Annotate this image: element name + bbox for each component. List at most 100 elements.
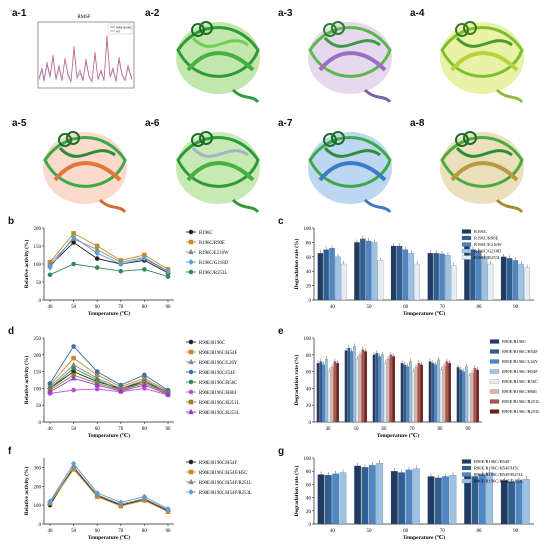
bar bbox=[365, 240, 372, 301]
panel-label-a1: a-1 bbox=[12, 8, 27, 19]
y-tick-label: 0 bbox=[39, 421, 42, 426]
legend-label: R90E/R196C/L26Y bbox=[502, 359, 539, 364]
data-point bbox=[94, 369, 100, 374]
data-point bbox=[188, 469, 194, 475]
bar bbox=[389, 354, 393, 423]
bar bbox=[473, 368, 477, 423]
series-line bbox=[49, 377, 169, 395]
legend-label: R196C/G218D bbox=[199, 261, 229, 266]
legend-label: R196C/E216W bbox=[199, 251, 229, 256]
legend-label: R90E/R196C/H54F/H5C bbox=[474, 466, 520, 471]
bar bbox=[383, 363, 387, 423]
legend-swatch bbox=[461, 242, 472, 247]
panel-label-e: e bbox=[278, 326, 284, 337]
legend-label: R196C bbox=[199, 231, 213, 236]
bar-chart-e: 0 20 40 60 80 100 Temperature (℃) Degradation r… bbox=[293, 337, 540, 439]
data-point bbox=[71, 261, 76, 267]
bar bbox=[445, 361, 449, 423]
bar bbox=[470, 249, 476, 301]
bar bbox=[372, 354, 376, 423]
x-tick-label: 70 bbox=[118, 305, 124, 310]
x-tick-label: 50 bbox=[354, 427, 360, 432]
legend-swatch bbox=[489, 409, 500, 414]
data-point bbox=[70, 375, 77, 381]
y-tick-label: 200 bbox=[34, 227, 42, 232]
y-tick-label: 100 bbox=[34, 504, 42, 509]
legend-swatch bbox=[461, 235, 472, 241]
y-tick-label: 0 bbox=[309, 421, 312, 426]
bar bbox=[442, 476, 450, 525]
legend-label: R90E/R196C/R253L bbox=[199, 411, 240, 416]
bar bbox=[400, 363, 404, 423]
legend-label: R90E/R196C/L26Y bbox=[199, 361, 238, 366]
y-tick-label: 0 bbox=[309, 299, 312, 304]
data-point bbox=[188, 259, 194, 265]
data-point bbox=[118, 268, 124, 274]
series-line bbox=[49, 241, 169, 274]
x-tick-label: 50 bbox=[367, 305, 373, 310]
bar bbox=[402, 249, 409, 301]
y-tick-label: 300 bbox=[34, 466, 42, 471]
y-tick-label: 40 bbox=[306, 387, 312, 392]
bar bbox=[417, 363, 421, 423]
data-point bbox=[165, 274, 171, 279]
y-axis-label: Relative activity (%) bbox=[23, 240, 30, 289]
bar bbox=[500, 480, 508, 525]
x-tick-label: 70 bbox=[440, 529, 446, 534]
bar bbox=[522, 479, 530, 525]
x-tick-label: 60 bbox=[382, 427, 388, 432]
x-tick-label: 90 bbox=[166, 529, 172, 534]
series-line bbox=[49, 468, 169, 513]
data-point bbox=[188, 229, 194, 235]
rmsf-legend-mutant: R90E/R196C bbox=[116, 26, 132, 30]
x-tick-label: 50 bbox=[71, 305, 77, 310]
y-axis-label: Degradation rate (%) bbox=[293, 354, 300, 405]
legend-label: R196C/R253L bbox=[199, 271, 227, 276]
legend-label: R90E/R196C/H54F/R251L bbox=[474, 472, 524, 477]
data-point bbox=[94, 250, 100, 257]
protein-structure-a6 bbox=[176, 131, 260, 214]
panel-label-a6: a-6 bbox=[145, 118, 160, 129]
rmsf-title: RMSF bbox=[77, 15, 91, 20]
bar bbox=[375, 353, 379, 423]
bar bbox=[376, 463, 384, 525]
bar bbox=[386, 358, 390, 423]
legend-swatch bbox=[461, 478, 472, 484]
bar bbox=[467, 375, 471, 423]
bar bbox=[347, 347, 351, 423]
y-axis-label: Relative activity (%) bbox=[23, 467, 30, 516]
x-tick-label: 50 bbox=[367, 529, 373, 534]
bar bbox=[437, 359, 440, 423]
data-point bbox=[188, 349, 194, 355]
bar bbox=[427, 476, 435, 525]
series-line bbox=[49, 466, 169, 512]
data-point bbox=[142, 372, 147, 378]
legend-swatch bbox=[489, 369, 500, 374]
bar bbox=[377, 260, 384, 301]
legend-label: R90E/R196C/H54F bbox=[474, 459, 510, 464]
rmsf-line-mutant bbox=[38, 34, 133, 82]
data-point bbox=[165, 505, 171, 512]
x-tick-label: 90 bbox=[466, 427, 472, 432]
bar bbox=[451, 265, 457, 301]
x-tick-label: 50 bbox=[71, 427, 77, 432]
data-point bbox=[142, 386, 147, 391]
bar bbox=[462, 371, 466, 423]
y-tick-label: 0 bbox=[39, 523, 42, 528]
bar bbox=[456, 367, 460, 423]
bar bbox=[316, 363, 320, 423]
legend-label: R90E/R196C/H54F bbox=[199, 461, 237, 466]
series-line bbox=[49, 364, 169, 393]
bar bbox=[339, 472, 347, 525]
legend-label: R90E/R196C/H54F/R251L bbox=[199, 481, 252, 486]
data-point bbox=[70, 234, 77, 240]
bar bbox=[481, 256, 488, 301]
bar bbox=[414, 367, 418, 423]
bar bbox=[360, 238, 366, 301]
data-point bbox=[188, 269, 194, 275]
bar bbox=[319, 361, 323, 423]
x-tick-label: 60 bbox=[95, 529, 101, 534]
x-tick-label: 80 bbox=[477, 529, 483, 534]
panel-label-a2: a-2 bbox=[145, 8, 160, 19]
bar bbox=[354, 242, 360, 301]
